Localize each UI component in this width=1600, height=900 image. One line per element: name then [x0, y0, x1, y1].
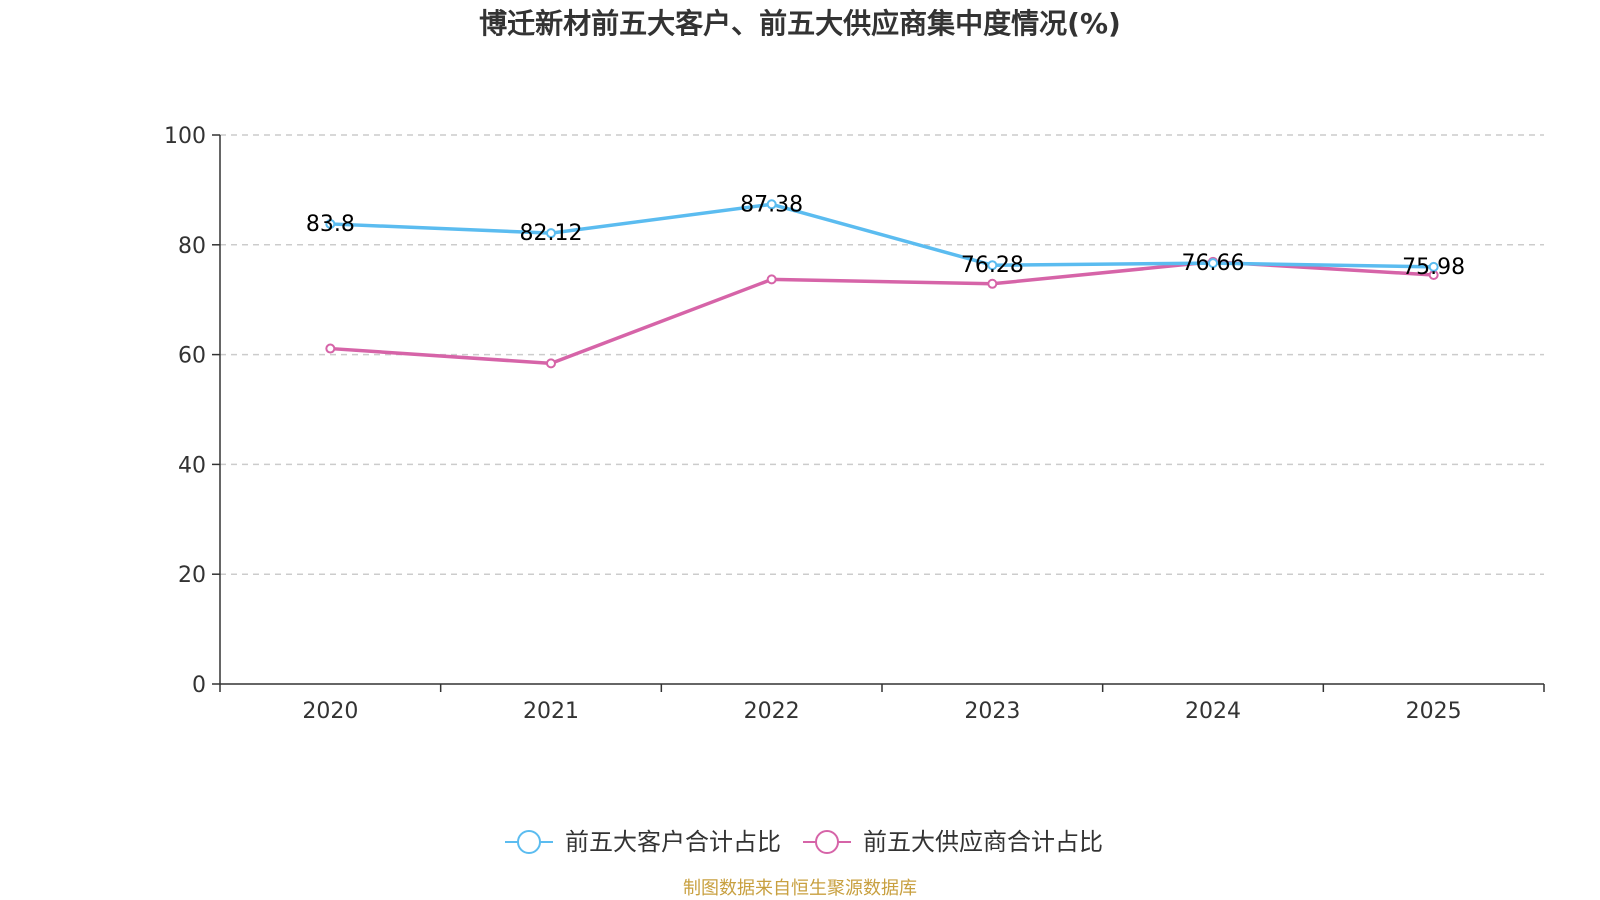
y-tick-label-40: 40	[178, 453, 206, 478]
chart-title: 博迁新材前五大客户、前五大供应商集中度情况(%)	[479, 7, 1121, 40]
y-tick-label-0: 0	[192, 673, 206, 698]
legend-label-suppliers: 前五大供应商合计占比	[863, 828, 1103, 856]
x-tick-label-2021: 2021	[523, 699, 579, 724]
data-label-2021: 82.12	[520, 221, 583, 246]
y-tick-label-60: 60	[178, 344, 206, 369]
legend-item-customers[interactable]: 前五大客户合计占比	[505, 828, 781, 856]
series-line-1	[328, 260, 1436, 366]
y-tick-label-100: 100	[164, 124, 206, 149]
source-note: 制图数据来自恒生聚源数据库	[683, 878, 917, 899]
legend-label-customers: 前五大客户合计占比	[565, 828, 781, 856]
data-label-2025: 75.98	[1402, 255, 1465, 280]
series-lines	[325, 199, 1439, 369]
legend-item-suppliers[interactable]: 前五大供应商合计占比	[803, 828, 1103, 856]
legend-marker-customers	[517, 830, 541, 854]
data-label-2020: 83.8	[306, 212, 355, 237]
axes: 0 20 40 60 80 100 2020 2021 2022 2023 2024 2025	[164, 124, 1545, 724]
x-tick-label-2024: 2024	[1185, 699, 1241, 724]
data-point-0-2020	[325, 218, 336, 229]
x-tick-label-2023: 2023	[964, 699, 1020, 724]
x-tick-label-2025: 2025	[1406, 699, 1462, 724]
data-label-2024: 76.66	[1182, 251, 1245, 276]
data-point-1-2023	[987, 278, 998, 289]
data-point-1-2020	[325, 343, 336, 354]
data-point-1-2022	[766, 274, 777, 285]
data-point-0-2022	[766, 199, 777, 210]
data-point-1-2021	[546, 358, 556, 369]
data-point-0-2024	[1208, 258, 1218, 269]
x-tick-label-2020: 2020	[302, 699, 358, 724]
x-tick-label-2022: 2022	[744, 699, 800, 724]
y-tick-label-20: 20	[178, 563, 206, 588]
legend: 前五大客户合计占比 前五大供应商合计占比	[505, 828, 1103, 856]
data-labels: 83.8 82.12 87.38 76.28 76.66 75.98	[306, 192, 1465, 280]
series-line-0	[328, 202, 1436, 269]
data-point-0-2025	[1428, 261, 1439, 272]
data-label-2022: 87.38	[740, 192, 803, 217]
data-label-2023: 76.28	[961, 253, 1024, 278]
data-point-0-2023	[987, 260, 998, 271]
data-point-0-2021	[546, 228, 556, 239]
legend-marker-suppliers	[815, 830, 839, 854]
y-tick-label-80: 80	[178, 234, 206, 259]
